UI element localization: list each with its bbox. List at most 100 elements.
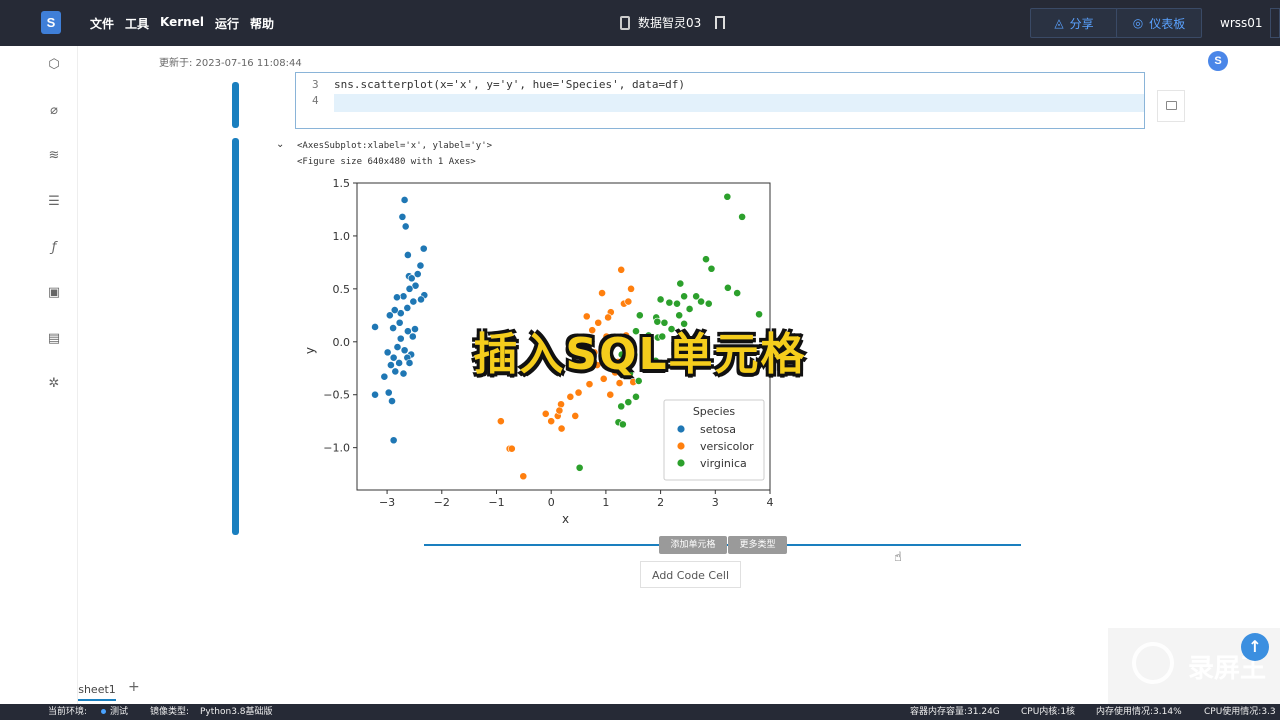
attachment-icon[interactable]: ⌀ [50,103,58,118]
series-virginica [575,192,763,472]
env-status-dot [101,708,106,714]
data-point [507,444,516,453]
data-point [557,400,565,409]
data-point [634,377,643,385]
data-point [403,251,412,259]
sheet-tab[interactable]: sheet1 [78,679,116,701]
sheet-bar: sheet1 + [78,677,1280,704]
data-point [571,348,580,357]
data-point [383,348,392,357]
cell-indicator-output[interactable] [232,138,239,535]
data-point [599,374,608,383]
menu-help[interactable]: 帮助 [250,17,275,31]
legend-marker [677,459,685,467]
data-point [685,305,694,313]
data-point [519,472,528,481]
y-axis-label: y [303,347,317,354]
function-icon[interactable]: ƒ [51,240,57,255]
data-point [400,346,409,355]
file-code-icon[interactable]: ▤ [47,331,61,346]
data-point [388,397,396,405]
cell-indicator-code[interactable] [232,82,239,128]
bookmark-icon[interactable] [715,16,726,29]
add-cell-button[interactable]: 添加单元格 [659,536,727,554]
data-point [665,298,674,307]
collapse-output-chevron-icon[interactable]: ⌄ [276,139,285,150]
document-icon [620,15,630,30]
share-button[interactable]: ◬ 分享 [1030,8,1118,38]
more-types-button[interactable]: 更多类型 [728,536,787,554]
x-tick-label: 2 [657,496,664,509]
data-point [555,406,564,415]
app-logo[interactable]: S [41,11,61,34]
active-code-line[interactable] [334,94,1144,112]
data-point [733,289,742,297]
data-point [401,222,410,231]
series-setosa [371,196,429,445]
variable-icon[interactable]: ▣ [47,285,61,300]
data-point [602,332,611,341]
data-point [617,364,626,373]
data-point [622,331,631,340]
add-sheet-button[interactable]: + [128,679,140,695]
data-point [635,311,644,320]
data-point [395,318,404,327]
list-icon[interactable]: ☰ [48,194,60,209]
data-point [582,343,591,351]
env-label: 当前环境: [48,707,88,717]
data-point [547,417,556,426]
menu-kernel[interactable]: Kernel [160,15,204,29]
scroll-to-top-icon[interactable]: ↑ [1241,633,1269,661]
data-point [389,436,398,445]
data-point [399,369,408,378]
code-text[interactable]: sns.scatterplot(x='x', y='y', hue='Speci… [334,78,685,91]
x-tick-label: 1 [602,496,609,509]
code-line: 3 sns.scatterplot(x='x', y='y', hue='Spe… [296,78,1144,96]
y-tick-label: −1.0 [323,442,350,455]
series-versicolor [496,265,638,481]
data-point [615,379,624,387]
menu-file[interactable]: 文件 [90,17,115,31]
code-cell[interactable]: 3 sns.scatterplot(x='x', y='y', hue='Spe… [295,72,1145,129]
data-point [588,326,597,335]
collaborator-avatar[interactable]: S [1208,51,1228,71]
data-point [577,336,586,345]
data-point [411,325,419,333]
data-point [541,409,550,418]
left-icons: ⬡ ⌀ ≋ ☰ ƒ ▣ ▤ ✲ [0,46,60,704]
data-point [707,264,716,273]
data-point [407,274,416,283]
layers-icon[interactable]: ≋ [48,148,60,163]
data-point [653,317,662,326]
user-menu-button[interactable] [1270,8,1280,38]
x-tick-label: −2 [434,496,450,509]
data-point [643,347,652,356]
legend-marker [677,425,685,433]
env-value: 测试 [95,704,128,720]
add-code-cell-button[interactable]: Add Code Cell [640,561,741,588]
openai-icon[interactable]: ✲ [48,376,60,391]
dashboard-button[interactable]: ◎ 仪表板 [1116,8,1202,38]
plot-frame [356,182,771,491]
data-point [624,297,633,306]
legend-label: virginica [700,457,747,470]
cpu-cores: CPU内核:1核 [1021,707,1076,717]
document-title[interactable]: 数据智灵03 [638,16,702,30]
menu-tools[interactable]: 工具 [125,17,150,31]
cell-format-button[interactable] [1157,90,1185,122]
data-point [675,311,684,320]
dashboard-icon: ◎ [1132,16,1144,30]
menu-run[interactable]: 运行 [214,17,239,31]
data-point [624,398,633,407]
data-point [393,343,402,351]
data-point [384,388,393,397]
data-point [723,192,732,201]
data-point [723,283,732,292]
data-point [385,311,394,320]
format-icon [1166,101,1177,110]
package-icon[interactable]: ⬡ [48,57,60,72]
data-point [398,212,407,221]
user-name[interactable]: wrss01 [1220,16,1263,30]
data-point [405,284,414,293]
line-number: 3 [312,78,319,91]
